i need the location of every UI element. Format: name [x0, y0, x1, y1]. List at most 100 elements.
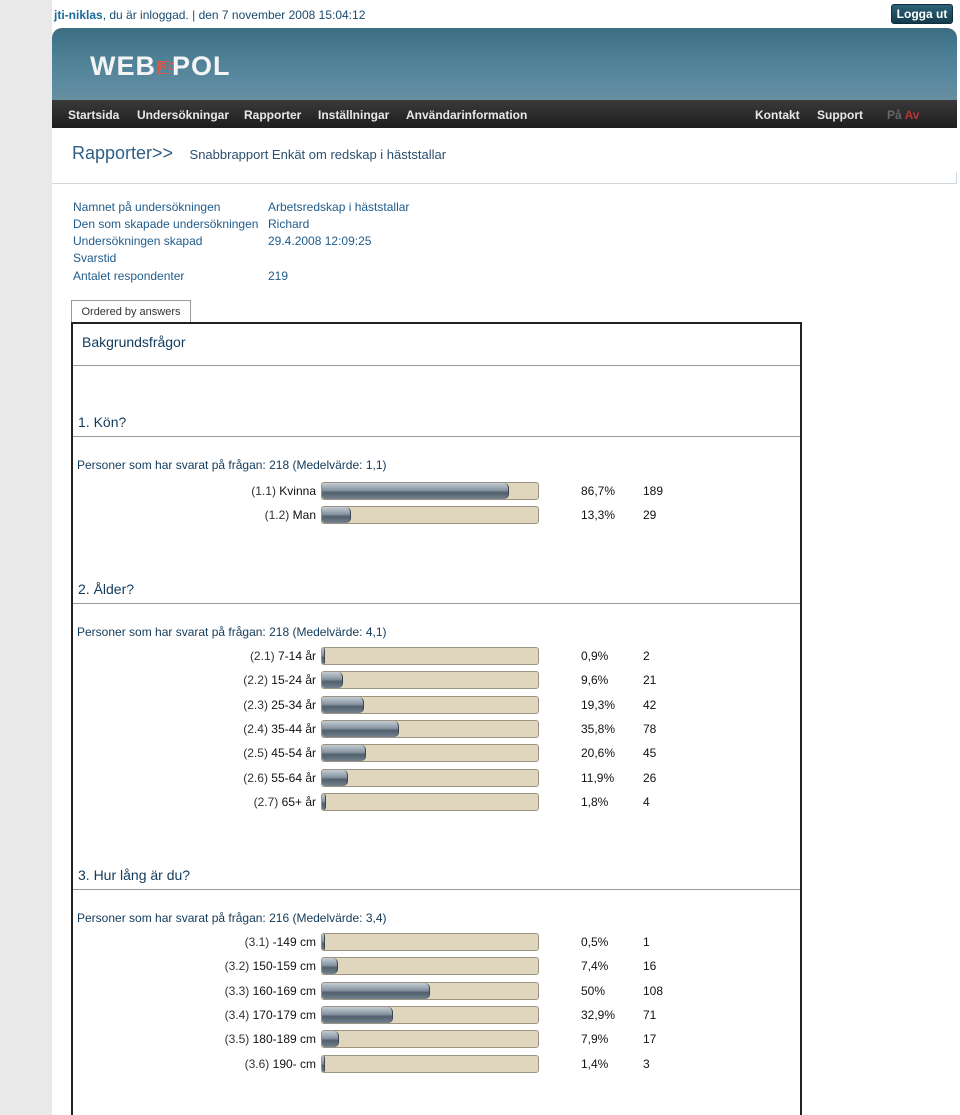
answer-bar-track [321, 482, 539, 500]
answer-bar-track [321, 744, 539, 762]
answer-text: 160-169 cm [252, 984, 316, 998]
answer-percent: 9,6% [581, 673, 609, 687]
answer-percent: 0,9% [581, 649, 609, 663]
answer-bar [322, 721, 399, 737]
logout-button[interactable]: Logga ut [891, 4, 953, 24]
answer-bar-track [321, 647, 539, 665]
answer-bar-track [321, 769, 539, 787]
nav-rapporter[interactable]: Rapporter [244, 108, 302, 122]
answer-percent: 7,4% [581, 959, 609, 973]
answer-bar [322, 745, 366, 761]
answer-text: 190- cm [272, 1057, 316, 1071]
answer-row: (3.4) 170-179 cm 32,9% 71 [73, 1006, 800, 1024]
answer-percent: 32,9% [581, 1008, 616, 1022]
answer-bar [322, 958, 338, 974]
nav-anvandarinformation[interactable]: Användarinformation [406, 108, 528, 122]
answer-code: (3.4) [224, 1008, 250, 1022]
header-banner: WEB ROPOL [52, 28, 957, 100]
tab-ordered-by-answers[interactable]: Ordered by answers [71, 300, 191, 323]
answer-code: (2.4) [243, 722, 268, 736]
answer-count: 21 [643, 673, 657, 687]
answer-text: -149 cm [272, 935, 316, 949]
username: jti-niklas [54, 8, 103, 22]
answer-code: (2.1) [249, 649, 275, 663]
answer-count: 29 [643, 508, 657, 522]
separator: | [192, 8, 196, 22]
breadcrumb: Rapporter>> Snabbrapport Enkät om redska… [72, 143, 446, 164]
question-title: 1. Kön? [78, 414, 127, 430]
answer-count: 78 [643, 722, 657, 736]
answer-text: Kvinna [279, 484, 316, 498]
nav-undersokningar[interactable]: Undersökningar [137, 108, 230, 122]
answer-code: (3.3) [224, 984, 250, 998]
nav-installningar[interactable]: Inställningar [318, 108, 390, 122]
answer-percent: 1,4% [581, 1057, 609, 1071]
breadcrumb-rapporter-link[interactable]: Rapporter>> [72, 143, 174, 163]
section-header: Bakgrundsfrågor [73, 324, 800, 366]
answer-bar [322, 507, 351, 523]
divider [52, 172, 957, 184]
answer-bar-track [321, 720, 539, 738]
answer-bar [322, 770, 348, 786]
answer-bar-track [321, 793, 539, 811]
answer-label: (3.4) 170-179 cm [225, 1008, 316, 1022]
answer-row: (3.1) -149 cm 0,5% 1 [73, 933, 800, 951]
nav-startsida[interactable]: Startsida [68, 108, 120, 122]
answer-code: (3.5) [224, 1032, 250, 1046]
answer-row: (3.6) 190- cm 1,4% 3 [73, 1055, 800, 1073]
lang-on[interactable]: På [887, 108, 902, 122]
info-label-created: Undersökningen skapad [73, 234, 203, 248]
nav-support[interactable]: Support [817, 108, 863, 122]
logo-text-ro: RO [158, 61, 178, 75]
answer-label: (2.7) 65+ år [254, 795, 316, 809]
answer-label: (3.2) 150-159 cm [225, 959, 316, 973]
answer-percent: 50% [581, 984, 606, 998]
answer-row: (2.1) 7-14 år 0,9% 2 [73, 647, 800, 665]
answer-label: (2.6) 55-64 år [243, 771, 316, 785]
answer-label: (2.1) 7-14 år [250, 649, 316, 663]
answer-text: 55-64 år [271, 771, 316, 785]
question-stats: Personer som har svarat på frågan: 218 (… [77, 458, 387, 472]
logo-text-pol: POL [172, 51, 231, 81]
answer-code: (2.3) [243, 698, 268, 712]
answer-bar [322, 1056, 325, 1072]
answer-code: (2.6) [243, 771, 268, 785]
lang-off[interactable]: Av [904, 108, 920, 122]
answer-bar-track [321, 696, 539, 714]
answer-bar-track [321, 1030, 539, 1048]
report-title: Snabbrapport Enkät om redskap i häststal… [189, 147, 447, 162]
answer-count: 71 [643, 1008, 657, 1022]
answer-row: (2.4) 35-44 år 35,8% 78 [73, 720, 800, 738]
answer-bar-track [321, 933, 539, 951]
answer-text: 45-54 år [271, 746, 316, 760]
answer-percent: 19,3% [581, 698, 616, 712]
info-value-creator: Richard [268, 217, 310, 231]
answer-bar-track [321, 1055, 539, 1073]
question-title: 3. Hur lång är du? [78, 867, 191, 883]
answer-bar-track [321, 1006, 539, 1024]
info-label-name: Namnet på undersökningen [73, 200, 221, 214]
answer-count: 1 [643, 935, 650, 949]
language-toggle[interactable]: På Av [887, 108, 919, 122]
info-value-respondents: 219 [268, 269, 289, 283]
answer-bar [322, 1031, 339, 1047]
answer-bar [322, 983, 430, 999]
answer-bar [322, 1007, 393, 1023]
answer-percent: 0,5% [581, 935, 609, 949]
answer-bar [322, 648, 325, 664]
answer-count: 17 [643, 1032, 657, 1046]
info-value-name: Arbetsredskap i häststallar [268, 200, 410, 214]
answer-row: (3.5) 180-189 cm 7,9% 17 [73, 1030, 800, 1048]
section-title: Bakgrundsfrågor [82, 334, 186, 350]
answer-code: (2.5) [243, 746, 268, 760]
answer-label: (3.1) -149 cm [245, 935, 316, 949]
answer-code: (1.1) [251, 484, 276, 498]
answer-text: 15-24 år [271, 673, 316, 687]
answer-count: 45 [643, 746, 657, 760]
nav-kontakt[interactable]: Kontakt [755, 108, 800, 122]
answer-row: (2.7) 65+ år 1,8% 4 [73, 793, 800, 811]
answer-row: (3.3) 160-169 cm 50% 108 [73, 982, 800, 1000]
answer-bar [322, 934, 325, 950]
answer-count: 26 [643, 771, 657, 785]
answer-row: (2.6) 55-64 år 11,9% 26 [73, 769, 800, 787]
